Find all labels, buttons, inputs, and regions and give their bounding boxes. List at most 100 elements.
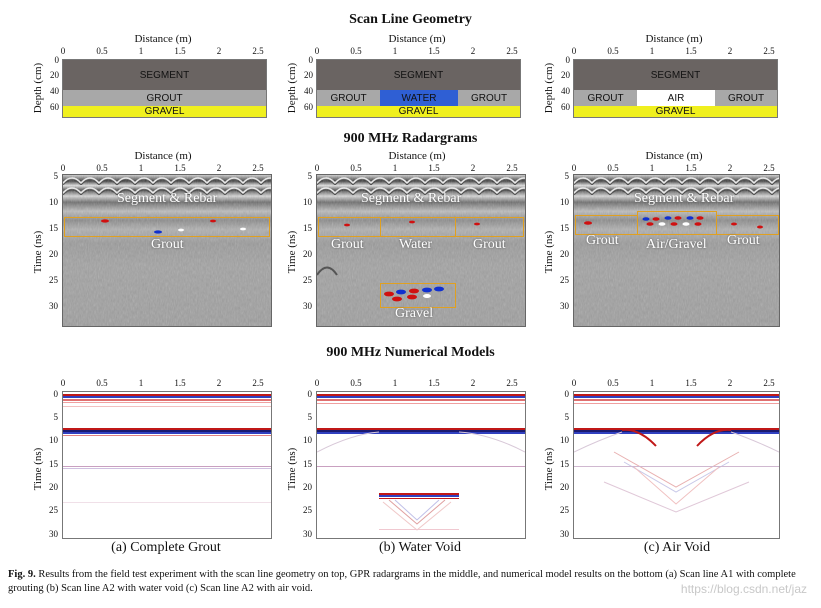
y-tick: 25 (303, 505, 312, 515)
y-tick: 20 (303, 482, 312, 492)
y-tick: 40 (50, 86, 59, 96)
x-tick: 1 (392, 378, 398, 388)
x-axis-title: Distance (m) (645, 33, 703, 45)
x-tick: 2.5 (763, 163, 775, 173)
x-tick: 0.5 (350, 378, 362, 388)
y-tick: 0 (564, 389, 570, 399)
x-tick: 2 (216, 378, 222, 388)
radargram-texture (317, 175, 525, 326)
y-tick: 5 (53, 412, 59, 422)
y-tick: 30 (303, 529, 312, 539)
x-tick: 2 (727, 46, 733, 56)
x-tick: 2.5 (763, 378, 775, 388)
x-tick: 0 (60, 163, 66, 173)
y-tick: 40 (304, 86, 313, 96)
y-tick: 60 (304, 102, 313, 112)
subcaption-a: (a) Complete Grout (111, 540, 221, 555)
segment-layer: SEGMENT (574, 60, 777, 90)
x-tick: 2.5 (506, 378, 518, 388)
y-tick: 0 (53, 389, 59, 399)
grout-label: Grout (151, 237, 184, 252)
y-tick: 5 (307, 171, 313, 181)
grout-left-label: Grout (331, 237, 364, 252)
numerical-image (573, 391, 780, 539)
y-tick: 20 (303, 249, 312, 259)
radargram-image: Segment & Rebar Grout Water Grout Gravel (316, 174, 526, 327)
y-tick: 5 (564, 171, 570, 181)
y-tick: 10 (560, 197, 569, 207)
y-tick: 25 (560, 505, 569, 515)
grout-right-layer: GROUT (715, 90, 777, 106)
x-tick: 1 (138, 378, 144, 388)
x-tick: 2 (216, 163, 222, 173)
radar-row-title: 900 MHz Radargrams (343, 131, 478, 146)
gravel-layer: GRAVEL (63, 106, 266, 117)
segment-rebar-label: Segment & Rebar (634, 191, 735, 206)
x-tick: 0.5 (96, 378, 108, 388)
y-tick: 0 (54, 55, 60, 65)
geometry-row-title: Scan Line Geometry (349, 12, 472, 27)
x-tick: 2 (727, 378, 733, 388)
watermark: https://blog.csdn.net/jaz (680, 582, 807, 596)
segment-layer: SEGMENT (317, 60, 520, 90)
x-tick: 1 (138, 163, 144, 173)
x-tick: 2 (727, 163, 733, 173)
x-tick: 2 (216, 46, 222, 56)
x-tick: 1.5 (174, 378, 186, 388)
x-axis-title: Distance (m) (388, 150, 446, 162)
y-tick: 60 (561, 102, 570, 112)
grout-right-label: Grout (473, 237, 506, 252)
y-tick: 20 (49, 482, 58, 492)
air-gravel-label: Air/Gravel (646, 237, 707, 252)
y-tick: 20 (50, 70, 59, 80)
numerical-image (62, 391, 272, 539)
grout-left-layer: GROUT (574, 90, 637, 106)
y-tick: 0 (565, 55, 571, 65)
y-tick: 10 (560, 435, 569, 445)
x-tick: 1.5 (685, 46, 697, 56)
y-tick: 25 (560, 275, 569, 285)
x-tick: 0.5 (607, 163, 619, 173)
numerical-bands (63, 394, 271, 503)
grout-highlight-box (64, 217, 270, 237)
x-tick: 2.5 (252, 378, 264, 388)
figure-caption: Fig. 9. Results from the field test expe… (8, 568, 813, 596)
numerical-bands (574, 394, 779, 513)
geometry-box: SEGMENT GROUT AIR GROUT GRAVEL (573, 59, 778, 118)
x-tick: 1.5 (428, 378, 440, 388)
y-tick: 25 (49, 505, 58, 515)
x-tick: 1.5 (428, 46, 440, 56)
air-gravel-box (637, 211, 717, 235)
y-tick: 0 (307, 389, 313, 399)
y-tick: 15 (303, 459, 312, 469)
grout-left-layer: GROUT (317, 90, 380, 106)
x-axis-title: Distance (m) (388, 33, 446, 45)
y-tick: 20 (304, 70, 313, 80)
water-label: Water (399, 237, 433, 252)
x-tick: 1 (138, 46, 144, 56)
geometry-box: SEGMENT GROUT GRAVEL (62, 59, 267, 118)
gravel-box (380, 283, 456, 308)
x-tick: 0 (571, 46, 577, 56)
water-box (380, 217, 456, 237)
y-tick: 5 (564, 412, 570, 422)
x-tick: 0.5 (607, 378, 619, 388)
segment-rebar-label: Segment & Rebar (361, 191, 462, 206)
y-tick: 15 (560, 223, 569, 233)
x-tick: 2 (470, 378, 476, 388)
x-tick: 2.5 (252, 46, 264, 56)
gravel-layer: GRAVEL (574, 106, 777, 117)
x-tick: 0 (60, 378, 66, 388)
x-tick: 0 (60, 46, 66, 56)
y-tick: 30 (560, 301, 569, 311)
x-axis-title: Distance (m) (645, 150, 703, 162)
y-tick: 15 (303, 223, 312, 233)
gravel-label: Gravel (395, 306, 434, 321)
y-tick: 20 (560, 482, 569, 492)
y-tick: 30 (560, 529, 569, 539)
grout-left-box (575, 215, 638, 235)
y-tick: 10 (49, 435, 58, 445)
x-tick: 1.5 (428, 163, 440, 173)
y-tick: 0 (308, 55, 314, 65)
grout-layer: GROUT (63, 90, 266, 106)
